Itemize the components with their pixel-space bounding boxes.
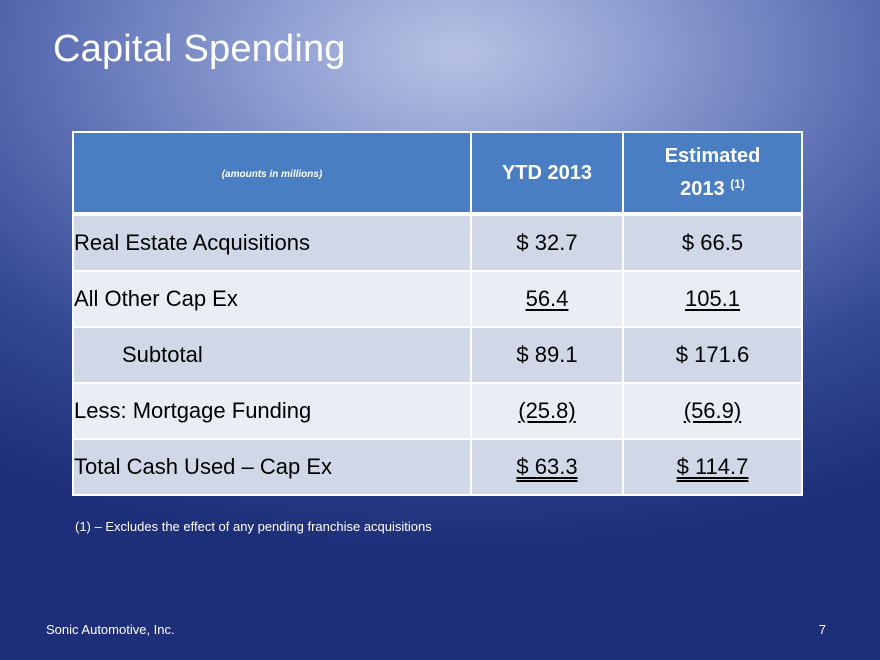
row-label: Total Cash Used – Cap Ex	[72, 438, 472, 496]
footnote-ref: (1)	[730, 177, 745, 191]
row-label: Real Estate Acquisitions	[72, 213, 472, 272]
estimated-year: 2013	[680, 178, 725, 200]
company-name: Sonic Automotive, Inc.	[46, 622, 175, 637]
estimated-value-cell: $ 114.7	[622, 438, 803, 496]
ytd-value: $ 63.3	[516, 454, 578, 479]
ytd-value: 56.4	[525, 286, 569, 311]
table-row: Subtotal $ 89.1 $ 171.6	[72, 326, 803, 384]
table-row: All Other Cap Ex 56.4 105.1	[72, 270, 803, 328]
table-row: Real Estate Acquisitions $ 32.7 $ 66.5	[72, 213, 803, 272]
ytd-value-cell: 56.4	[470, 270, 624, 328]
estimated-value: 105.1	[684, 286, 741, 311]
estimated-value: (56.9)	[683, 398, 742, 423]
header-amounts-note: (amounts in millions)	[72, 131, 472, 216]
table-header-row: (amounts in millions) YTD 2013 Estimated…	[72, 131, 803, 216]
row-label: All Other Cap Ex	[72, 270, 472, 328]
estimated-value-cell: (56.9)	[622, 382, 803, 440]
page-number: 7	[818, 622, 826, 637]
header-ytd-2013: YTD 2013	[470, 131, 624, 216]
ytd-value: $ 32.7	[470, 213, 624, 272]
ytd-value-cell: (25.8)	[470, 382, 624, 440]
table-row: Total Cash Used – Cap Ex $ 63.3 $ 114.7	[72, 438, 803, 496]
estimated-value: $ 66.5	[622, 213, 803, 272]
estimated-year-line: 2013 (1)	[624, 170, 801, 203]
header-estimated-2013: Estimated 2013 (1)	[622, 131, 803, 216]
row-label: Less: Mortgage Funding	[72, 382, 472, 440]
slide-title: Capital Spending	[53, 28, 346, 70]
capital-spending-table: (amounts in millions) YTD 2013 Estimated…	[72, 131, 803, 496]
ytd-2013-label: YTD 2013	[501, 161, 593, 184]
estimated-value: $ 114.7	[676, 454, 749, 479]
amounts-note: (amounts in millions)	[221, 168, 323, 180]
table-row: Less: Mortgage Funding (25.8) (56.9)	[72, 382, 803, 440]
footnote: (1) – Excludes the effect of any pending…	[75, 519, 432, 534]
estimated-label: Estimated	[664, 145, 761, 167]
estimated-value: $ 171.6	[622, 326, 803, 384]
row-label: Subtotal	[72, 326, 472, 384]
ytd-value: (25.8)	[518, 398, 576, 423]
estimated-value-cell: 105.1	[622, 270, 803, 328]
ytd-value: $ 89.1	[470, 326, 624, 384]
ytd-value-cell: $ 63.3	[470, 438, 624, 496]
